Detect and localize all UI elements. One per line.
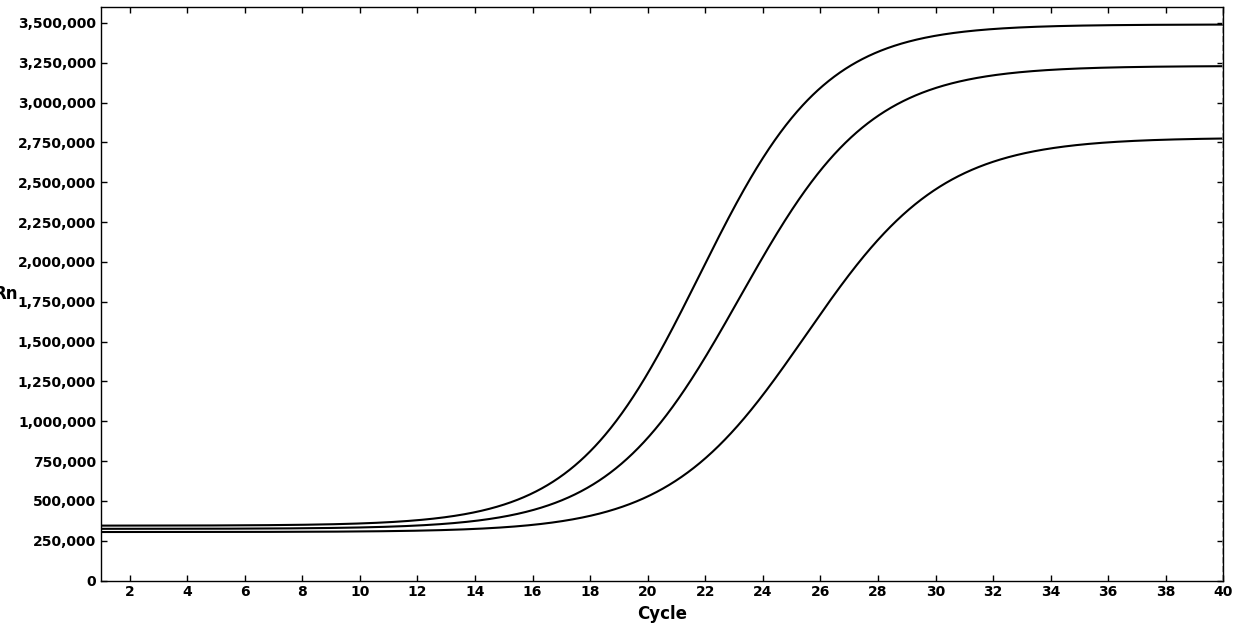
X-axis label: Cycle: Cycle	[637, 605, 687, 623]
Y-axis label: Rn: Rn	[0, 285, 17, 303]
